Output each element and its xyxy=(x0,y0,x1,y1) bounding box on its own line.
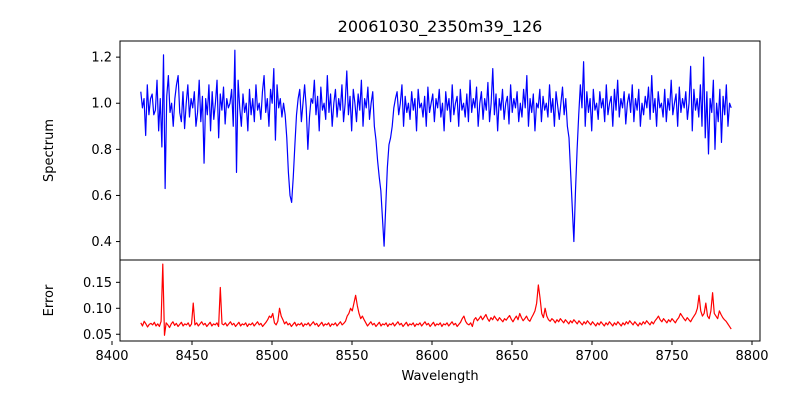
x-tick-label: 8700 xyxy=(575,349,608,364)
error-y-tick-label: 0.10 xyxy=(83,302,112,317)
x-axis-label: Wavelength xyxy=(401,369,478,384)
error-y-tick-label: 0.05 xyxy=(83,328,112,343)
chart-title: 20061030_2350m39_126 xyxy=(338,17,543,37)
error-y-tick-label: 0.15 xyxy=(83,276,112,291)
spectrum-y-axis-label: Spectrum xyxy=(42,119,57,182)
x-axis: 8400 8450 8500 8550 8600 8650 8700 8750 8800 xyxy=(95,341,769,364)
spectrum-y-tick-label: 0.4 xyxy=(91,235,112,250)
x-tick-label: 8600 xyxy=(415,349,448,364)
x-tick-label: 8650 xyxy=(495,349,528,364)
error-frame xyxy=(119,259,761,342)
spectrum-y-tick-label: 1.2 xyxy=(91,51,112,66)
x-tick-label: 8800 xyxy=(735,349,768,364)
spectrum-frame xyxy=(119,40,761,261)
x-tick-label: 8450 xyxy=(175,349,208,364)
x-tick-label: 8550 xyxy=(335,349,368,364)
spectrum-y-tick-label: 1.0 xyxy=(91,97,112,112)
x-tick-label: 8500 xyxy=(255,349,288,364)
spectrum-panel: 0.4 0.6 0.8 1.0 1.2 Spectrum xyxy=(42,40,761,261)
error-y-axis-label: Error xyxy=(42,284,57,316)
spectrum-y-tick-label: 0.6 xyxy=(91,189,112,204)
spectrum-series-line xyxy=(140,49,732,247)
x-tick-label: 8400 xyxy=(95,349,128,364)
spectrum-y-tick-label: 0.8 xyxy=(91,143,112,158)
x-tick-label: 8750 xyxy=(655,349,688,364)
error-series-line xyxy=(140,263,732,336)
error-panel: 0.05 0.10 0.15 Error xyxy=(42,259,761,343)
